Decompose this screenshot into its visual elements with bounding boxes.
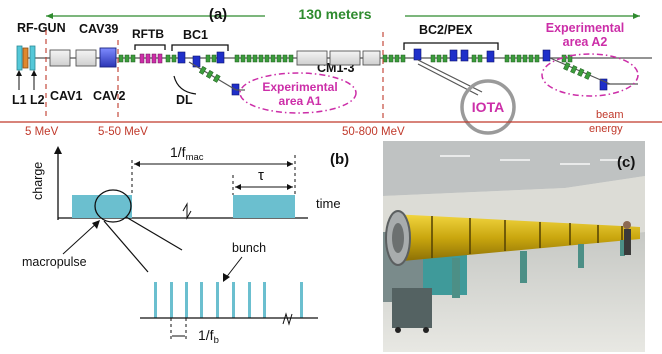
rf-gun-cyan-2	[29, 45, 36, 71]
cart-wheel	[395, 327, 401, 333]
l1-label: L1	[12, 93, 27, 107]
person-head	[623, 221, 631, 229]
arrow-icon	[223, 273, 230, 282]
energy-50-800mev: 50-800 MeV	[342, 126, 405, 138]
arrow-right-icon	[287, 161, 293, 167]
rftb-label: RFTB	[132, 27, 164, 41]
energy-5mev: 5 MeV	[25, 126, 59, 138]
cm3-box	[362, 50, 381, 66]
front-flange-inner	[392, 223, 404, 253]
dl-branch	[188, 61, 237, 91]
cart-wheel	[423, 327, 429, 333]
macropulse-1	[72, 195, 132, 218]
rf-gun-cyan	[16, 45, 23, 71]
zoom-line-left	[103, 220, 149, 273]
exp-area-a2-line2: area A2	[563, 35, 608, 49]
time-label: time	[316, 196, 341, 211]
tube-supports	[452, 240, 625, 298]
bc1-label: BC1	[183, 28, 208, 42]
panel-a: 130 meters (a) RF-GUN CAV39 RFTB BC1 CM1…	[0, 5, 662, 138]
beam-energy-line1: beam	[596, 109, 624, 121]
macropulse-pointer	[62, 221, 99, 255]
arrow-up-icon	[16, 70, 22, 76]
macropulse-2	[233, 195, 295, 218]
axis-break-icon	[282, 312, 293, 326]
cm2-box	[329, 50, 361, 66]
length-label: 130 meters	[298, 6, 371, 22]
arrow-left-icon	[134, 161, 140, 167]
exp-area-a2-ellipse	[541, 53, 639, 97]
exp-area-a1-line2: area A1	[279, 94, 322, 108]
macropulse-label: macropulse	[22, 255, 87, 269]
cm1-box	[296, 50, 328, 66]
cav39-box	[99, 47, 117, 68]
zoom-circle	[94, 189, 132, 223]
cav1-label: CAV1	[50, 89, 82, 103]
dl-label: DL	[176, 93, 193, 107]
arrow-up-icon	[54, 146, 62, 154]
fmac-label: 1/fmac	[170, 144, 204, 163]
cav2-label: CAV2	[93, 89, 125, 103]
bunch-train	[154, 282, 303, 318]
tau-label: τ	[258, 167, 264, 184]
rftb-brace	[134, 44, 166, 50]
panel-a-label: (a)	[209, 6, 227, 23]
cav1-box	[49, 49, 71, 67]
exp-area-a1-ellipse	[239, 72, 357, 114]
rf-gun-orange	[22, 47, 29, 69]
panel-b-label: (b)	[330, 151, 349, 168]
bc2pex-label: BC2/PEX	[419, 23, 473, 37]
energy-boundaries	[45, 30, 384, 120]
bc1-brace	[171, 44, 229, 51]
panel-c-photo: (c)	[383, 141, 645, 352]
tube-flanges	[431, 216, 623, 258]
arrow-right-icon	[633, 13, 640, 19]
arrow-icon	[92, 220, 100, 229]
cav39-label: CAV39	[79, 22, 118, 36]
arrow-right-icon	[287, 184, 293, 190]
bunch-label: bunch	[232, 241, 266, 255]
cart	[392, 288, 432, 328]
axis-break-icon	[182, 202, 192, 220]
ceiling-lights	[440, 155, 630, 165]
zoom-line-right	[125, 216, 183, 251]
charge-label: charge	[31, 162, 45, 200]
bc2pex-brace	[403, 42, 499, 50]
length-label-bg	[265, 5, 405, 23]
a2-quads	[563, 62, 592, 80]
fb-label: 1/fb	[198, 327, 219, 346]
rf-gun-label: RF-GUN	[17, 21, 66, 35]
exp-area-a2-line1: Experimental	[546, 21, 625, 35]
bunch-pointer	[224, 256, 243, 280]
arrow-left-icon	[235, 184, 241, 190]
exp-area-a1-line1: Experimental	[262, 80, 337, 94]
arrow-left-icon	[46, 13, 53, 19]
iota-label: IOTA	[472, 99, 504, 115]
panel-c-label: (c)	[617, 154, 635, 171]
rftb-cavities	[139, 53, 163, 64]
l2-label: L2	[30, 93, 45, 107]
dl-quads	[198, 66, 221, 83]
quadrupoles	[118, 54, 573, 63]
ceiling	[383, 141, 645, 196]
person	[624, 229, 631, 255]
dl-brace	[173, 75, 197, 95]
energy-5-50mev: 5-50 MeV	[98, 126, 148, 138]
arrow-up-icon	[31, 70, 37, 76]
panel-b: charge time 1/fmac τ (b) macropulse bunc…	[22, 144, 349, 346]
iota-ring	[460, 79, 516, 135]
cryomodule-tube	[392, 214, 640, 262]
beam-energy-line2: energy	[589, 123, 623, 135]
cav2-box	[75, 49, 97, 67]
